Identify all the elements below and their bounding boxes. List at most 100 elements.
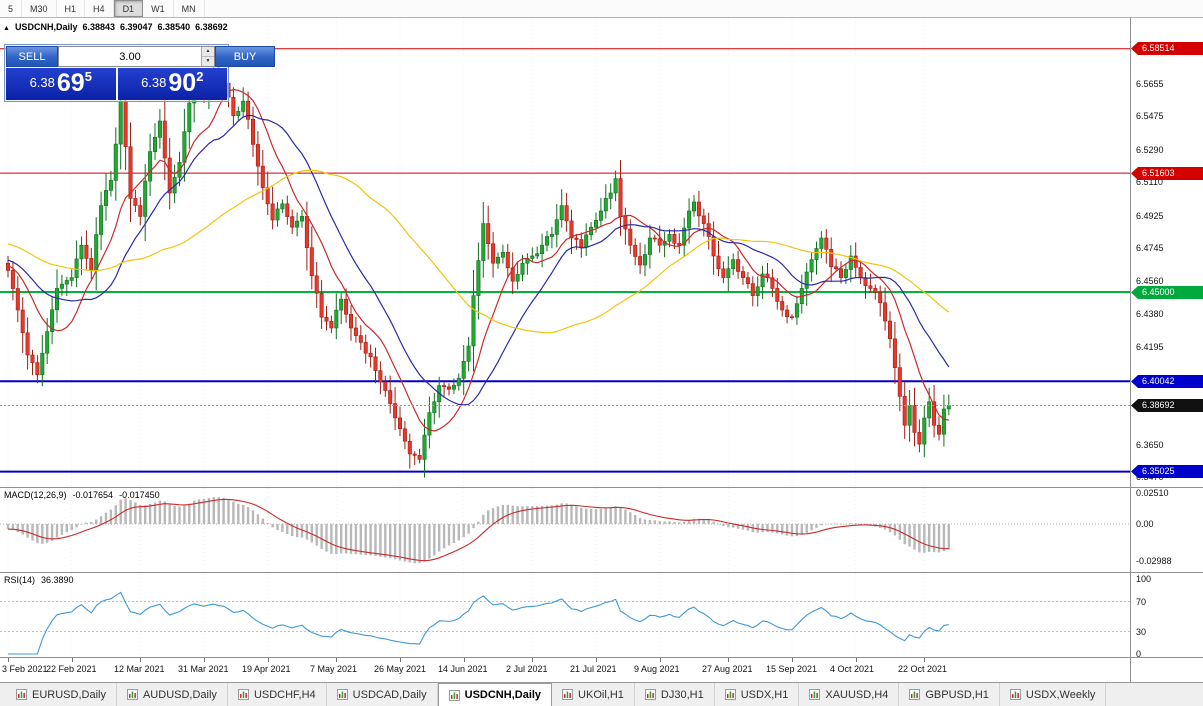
time-tick [140, 658, 141, 662]
price-axis-label: 6.5475 [1136, 111, 1164, 121]
rsi-label: RSI(14) 36.3890 [4, 575, 74, 585]
price-axis-label: 6.5290 [1136, 145, 1164, 155]
time-tick [856, 658, 857, 662]
macd-axis-label: -0.02988 [1136, 556, 1172, 566]
timeframe-button-5[interactable]: 5 [0, 0, 23, 17]
timeframe-button-mn[interactable]: MN [174, 0, 205, 17]
rsi-pane[interactable]: RSI(14) 36.3890 100 70 30 0 [0, 572, 1203, 657]
chart-tab-eurusd-daily[interactable]: EURUSD,Daily [6, 683, 117, 706]
price-badge: 6.35025 [1131, 465, 1203, 478]
timeframe-button-m30[interactable]: M30 [22, 0, 57, 17]
ask-prefix: 6.38 [141, 75, 167, 90]
timeframe-button-w1[interactable]: W1 [143, 0, 174, 17]
date-label: 12 Mar 2021 [114, 664, 165, 674]
time-axis-corner [1130, 658, 1203, 682]
date-label: 22 Oct 2021 [898, 664, 948, 674]
time-tick [204, 658, 205, 662]
macd-chart[interactable] [0, 488, 1130, 572]
volume-input[interactable] [59, 47, 201, 66]
volume-spinner: ▲ ▼ [201, 47, 214, 66]
date-label: 4 Oct 2021 [830, 664, 875, 674]
time-tick [792, 658, 793, 662]
chart-icon [644, 689, 656, 700]
date-label: 2 Jul 2021 [506, 664, 548, 674]
date-label: 7 May 2021 [310, 664, 358, 674]
chart-icon [336, 689, 348, 700]
chart-tab-audusd-daily[interactable]: AUDUSD,Daily [117, 683, 228, 706]
chart-tab-label: USDCNH,Daily [464, 689, 542, 701]
price-badge: 6.38692 [1131, 399, 1203, 412]
sell-quote-button[interactable]: 6.38 69 5 [6, 68, 116, 100]
time-tick [924, 658, 925, 662]
date-label: 14 Jun 2021 [438, 664, 488, 674]
chart-tab-ukoil-h1[interactable]: UKOil,H1 [552, 683, 635, 706]
main-chart-pane[interactable]: ▲ USDCNH,Daily 6.38843 6.39047 6.38540 6… [0, 18, 1203, 487]
macd-axis-label: 0.00 [1136, 519, 1154, 529]
price-axis-label: 6.4380 [1136, 309, 1164, 319]
chart-tab-usdchf-h4[interactable]: USDCHF,H4 [228, 683, 327, 706]
bid-pip-digit: 5 [84, 69, 92, 84]
time-axis[interactable]: 3 Feb 2021 22 Feb 2021 12 Mar 2021 31 Mar 2… [0, 657, 1203, 682]
open-value: 6.38843 [82, 22, 115, 32]
chart-tab-xauusd-h4[interactable]: XAUUSD,H4 [799, 683, 900, 706]
time-tick [268, 658, 269, 662]
chart-icon [448, 689, 460, 701]
macd-label: MACD(12,26,9) -0.017654 -0.017450 [4, 490, 160, 500]
price-badge: 6.58514 [1131, 42, 1203, 55]
chart-icon [909, 689, 921, 700]
chart-tab-usdx-weekly[interactable]: USDX,Weekly [1000, 683, 1107, 706]
macd-main-value: -0.017654 [72, 490, 114, 500]
rsi-axis-label: 30 [1136, 627, 1147, 637]
time-tick [596, 658, 597, 662]
date-label: 22 Feb 2021 [46, 664, 97, 674]
volume-up-button[interactable]: ▲ [202, 47, 214, 57]
price-axis-label: 6.5110 [1136, 177, 1163, 187]
chart-icon [1009, 689, 1021, 700]
date-label: 3 Feb 2021 [2, 664, 48, 674]
rsi-chart[interactable] [0, 573, 1130, 657]
chart-icon [16, 689, 27, 700]
chart-icon [809, 689, 821, 700]
chart-icon [562, 689, 574, 700]
timeframe-button-h1[interactable]: H1 [57, 0, 86, 17]
chart-tab-usdx-h1[interactable]: USDX,H1 [715, 683, 800, 706]
timeframe-button-d1[interactable]: D1 [113, 0, 144, 17]
timeframe-button-h4[interactable]: H4 [85, 0, 114, 17]
buy-quote-button[interactable]: 6.38 90 2 [117, 68, 227, 100]
collapse-arrow-icon[interactable]: ▲ [3, 25, 10, 32]
price-badge: 6.40042 [1131, 375, 1203, 388]
chart-tab-label: AUDUSD,Daily [142, 688, 217, 701]
chart-tab-usdcnh-daily[interactable]: USDCNH,Daily [437, 683, 553, 706]
volume-down-button[interactable]: ▼ [202, 57, 214, 66]
macd-name: MACD(12,26,9) [4, 490, 67, 500]
price-badge: 6.45000 [1131, 286, 1203, 299]
price-axis[interactable]: 6.5655 6.5475 6.5290 6.5110 6.4925 6.4745 6.45… [1130, 18, 1203, 487]
timeframe-toolbar: 5 M30 H1 H4 D1 W1 MN [0, 0, 1203, 18]
price-axis-label: 6.4745 [1136, 243, 1164, 253]
date-label: 9 Aug 2021 [634, 664, 680, 674]
date-label: 19 Apr 2021 [242, 664, 291, 674]
rsi-axis-label: 0 [1136, 649, 1142, 657]
buy-button[interactable]: BUY [215, 46, 275, 67]
price-axis-label: 6.3650 [1136, 440, 1164, 450]
chart-tab-label: USDX,Weekly [1025, 688, 1096, 701]
chart-tab-label: XAUUSD,H4 [825, 688, 889, 701]
chart-tab-gbpusd-h1[interactable]: GBPUSD,H1 [899, 683, 1000, 706]
date-label: 21 Jul 2021 [570, 664, 617, 674]
price-axis-label: 6.4195 [1136, 342, 1164, 352]
time-tick [336, 658, 337, 662]
candlestick-chart[interactable] [0, 18, 1130, 487]
chart-tab-label: UKOil,H1 [578, 688, 624, 701]
chart-tab-bar: EURUSD,Daily AUDUSD,Daily USDCHF,H4 USDCAD,… [0, 682, 1203, 706]
low-value: 6.38540 [157, 22, 191, 32]
macd-signal-value: -0.017450 [119, 490, 160, 500]
price-axis-label: 6.4560 [1136, 276, 1164, 286]
chart-tab-usdcad-daily[interactable]: USDCAD,Daily [327, 683, 438, 706]
sell-button[interactable]: SELL [6, 46, 58, 67]
macd-pane[interactable]: MACD(12,26,9) -0.017654 -0.017450 0.0251… [0, 487, 1203, 572]
time-tick [532, 658, 533, 662]
date-label: 31 Mar 2021 [178, 664, 229, 674]
chart-title: ▲ USDCNH,Daily 6.38843 6.39047 6.38540 6… [3, 22, 228, 32]
chart-tab-dj30-h1[interactable]: DJ30,H1 [635, 683, 715, 706]
